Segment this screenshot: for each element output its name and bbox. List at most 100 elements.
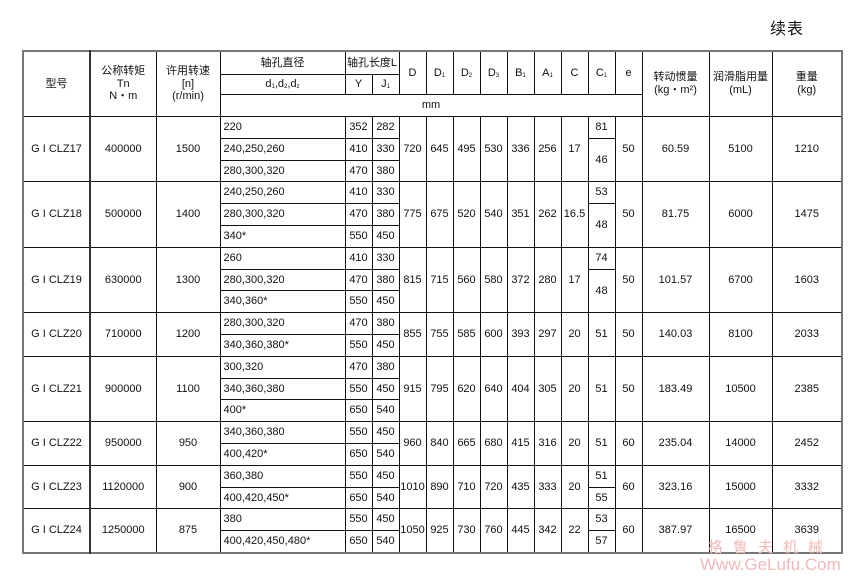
dim-e-cell: 60 — [614, 508, 643, 554]
bore-diameter-cell: 220 — [219, 116, 346, 139]
bore-diameter-cell: 400,420* — [219, 442, 346, 466]
inertia-cell: 235.04 — [641, 421, 710, 466]
dim-e-cell: 50 — [614, 115, 643, 183]
torque-cell: 500000 — [89, 181, 157, 248]
bore-y-cell: 650 — [344, 442, 373, 466]
inertia-cell: 101.57 — [641, 246, 710, 314]
dim-d1-cell: 755 — [425, 312, 454, 357]
torque-cell: 710000 — [89, 312, 157, 357]
model-cell: G I CLZ18 — [22, 181, 91, 248]
torque-cell: 630000 — [89, 246, 157, 314]
bore-y-cell: 470 — [344, 268, 373, 292]
dim-d1-cell: 675 — [425, 181, 454, 248]
dim-d3-cell: 680 — [479, 421, 508, 466]
dim-d1-cell: 645 — [425, 115, 454, 183]
dim-c1-cell: 48 — [587, 203, 616, 248]
torque-cell: 900000 — [89, 355, 157, 423]
speed-cell: 900 — [155, 464, 221, 510]
torque-cell: 1250000 — [89, 508, 157, 554]
inertia-cell: 140.03 — [641, 312, 710, 357]
table-row: 280,300,320 470 380 48 — [23, 203, 842, 248]
dim-d3-cell: 580 — [479, 246, 508, 314]
bore-j1-cell: 450 — [371, 464, 400, 488]
bore-diameter-cell: 300,320 — [219, 355, 346, 379]
table-row: G I CLZ22 950000 950 340,360,380 550 450 960 84… — [22, 421, 843, 466]
dim-a1-cell: 280 — [533, 246, 562, 314]
dim-a1-cell: 316 — [533, 421, 562, 466]
table-row: G I CLZ18 500000 1400 240,250,260 410 330 775 6… — [22, 181, 843, 248]
bore-y-cell: 650 — [344, 530, 373, 554]
dim-b1-cell: 445 — [506, 508, 535, 554]
grease-cell: 16500 — [708, 508, 773, 554]
dim-a1-cell: 297 — [533, 312, 562, 357]
inertia-cell: 183.49 — [641, 355, 710, 423]
grease-cell: 6700 — [708, 246, 773, 314]
dim-d-cell: 915 — [398, 355, 427, 423]
dim-a1-cell: 256 — [533, 115, 562, 183]
bore-diameter-cell: 380 — [219, 508, 346, 532]
dim-d-cell: 775 — [398, 181, 427, 248]
grease-cell: 5100 — [708, 115, 773, 183]
header-dim-d2: D2 — [452, 50, 481, 95]
speed-cell: 950 — [155, 421, 221, 466]
table-row: 400,420,450,480* 650 540 57 — [23, 530, 842, 554]
bore-diameter-cell: 400,420,450* — [219, 486, 346, 510]
grease-cell: 14000 — [708, 421, 773, 466]
bore-diameter-cell: 240,250,260 — [219, 137, 346, 161]
dim-c1-cell: 81 — [587, 116, 616, 139]
header-model: 型号 — [22, 50, 91, 117]
header-unit: mm — [219, 94, 643, 117]
dim-d-cell: 1010 — [398, 464, 427, 510]
bore-y-cell: 410 — [344, 181, 373, 205]
header-torque: 公称转矩 Tn N・m — [89, 50, 157, 117]
bore-diameter-cell: 400* — [219, 399, 346, 423]
dim-d1-cell: 925 — [425, 508, 454, 554]
bore-j1-cell: 330 — [371, 181, 400, 205]
dim-d1-cell: 890 — [425, 464, 454, 510]
dim-c-cell: 17 — [560, 246, 589, 314]
header-dim-b1: B1 — [506, 50, 535, 95]
bore-y-cell: 470 — [344, 203, 373, 226]
dim-e-cell: 50 — [614, 355, 643, 423]
table-row: G I CLZ17 400000 1500 220 352 282 720 645 495 530… — [22, 115, 843, 183]
dim-e-cell: 50 — [614, 246, 643, 314]
dim-c-cell: 16.5 — [560, 181, 589, 248]
dim-d-cell: 960 — [398, 421, 427, 466]
dim-c1-cell: 53 — [587, 508, 616, 532]
dim-d3-cell: 760 — [479, 508, 508, 554]
weight-cell: 2385 — [771, 355, 843, 423]
table-row: 400,420,450* 650 540 55 — [23, 486, 842, 510]
dim-c-cell: 20 — [560, 421, 589, 466]
dim-c1-cell: 57 — [587, 530, 616, 554]
header-dim-c: C — [560, 50, 589, 95]
dim-d2-cell: 560 — [452, 246, 481, 314]
header-bore-length: 轴孔长度L — [344, 50, 400, 75]
bore-diameter-cell: 340,360* — [219, 290, 346, 314]
model-cell: G I CLZ17 — [22, 115, 91, 183]
bore-y-cell: 550 — [344, 464, 373, 488]
header-y: Y — [344, 74, 373, 95]
bore-y-cell: 650 — [344, 399, 373, 423]
model-cell: G I CLZ21 — [22, 355, 91, 423]
dim-b1-cell: 336 — [506, 115, 535, 183]
bore-j1-cell: 380 — [371, 159, 400, 183]
bore-j1-cell: 540 — [371, 530, 400, 554]
header-dim-c1: C1 — [587, 50, 616, 95]
dim-c1-cell: 46 — [587, 137, 616, 183]
bore-j1-cell: 450 — [371, 421, 400, 444]
bore-diameter-cell: 280,300,320 — [219, 159, 346, 183]
bore-j1-cell: 450 — [371, 377, 400, 401]
header-grease: 润滑脂用量 (mL) — [708, 50, 773, 117]
dim-d3-cell: 600 — [479, 312, 508, 357]
dim-a1-cell: 333 — [533, 464, 562, 510]
dim-d-cell: 815 — [398, 246, 427, 314]
speed-cell: 1100 — [155, 355, 221, 423]
dim-c1-cell: 51 — [587, 312, 616, 357]
bore-j1-cell: 282 — [371, 116, 400, 139]
dim-e-cell: 60 — [614, 464, 643, 510]
speed-cell: 1400 — [155, 181, 221, 248]
dim-d2-cell: 665 — [452, 421, 481, 466]
dim-a1-cell: 305 — [533, 355, 562, 423]
dim-c1-cell: 53 — [587, 181, 616, 205]
header-inertia: 转动惯量 (kg・m²) — [641, 50, 710, 117]
